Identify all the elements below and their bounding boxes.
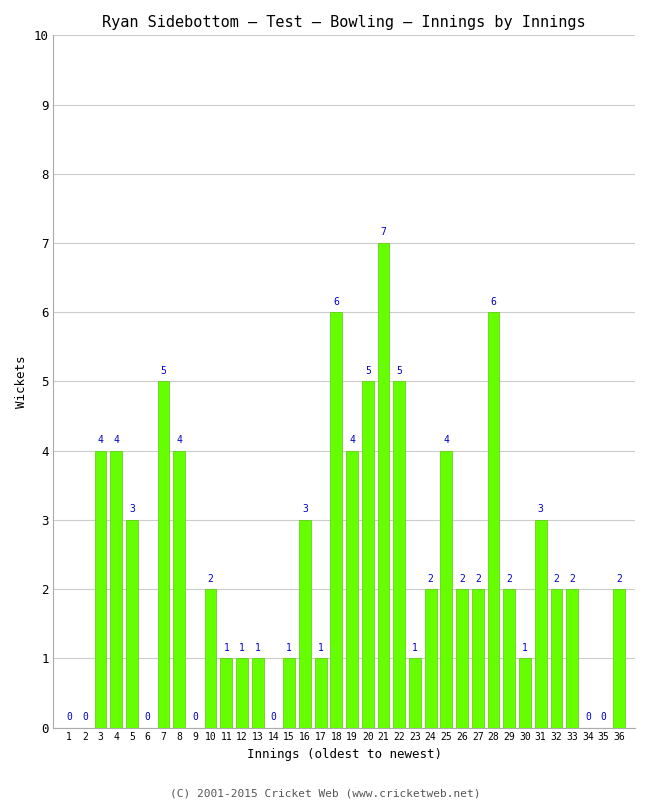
Text: 2: 2 (553, 574, 560, 583)
Bar (174, 450, 185, 727)
Text: 2: 2 (569, 574, 575, 583)
Bar (236, 658, 248, 727)
Text: 6: 6 (491, 297, 497, 306)
Text: 4: 4 (349, 435, 355, 445)
Text: 2: 2 (616, 574, 622, 583)
Bar (456, 589, 468, 727)
Text: 5: 5 (365, 366, 370, 376)
Text: 1: 1 (255, 643, 261, 653)
Text: 0: 0 (270, 712, 276, 722)
Bar (488, 312, 499, 727)
Bar (95, 450, 107, 727)
Title: Ryan Sidebottom – Test – Bowling – Innings by Innings: Ryan Sidebottom – Test – Bowling – Innin… (103, 15, 586, 30)
Bar (424, 589, 437, 727)
Text: 2: 2 (207, 574, 214, 583)
Text: 2: 2 (506, 574, 512, 583)
Text: 6: 6 (333, 297, 339, 306)
Text: 5: 5 (161, 366, 166, 376)
Bar (126, 520, 138, 727)
Text: 0: 0 (585, 712, 591, 722)
Bar (330, 312, 343, 727)
Bar (299, 520, 311, 727)
Bar (362, 382, 374, 727)
Bar (157, 382, 170, 727)
Text: 0: 0 (66, 712, 72, 722)
Text: 5: 5 (396, 366, 402, 376)
Bar (503, 589, 515, 727)
Text: 1: 1 (412, 643, 418, 653)
Bar (205, 589, 216, 727)
Bar (535, 520, 547, 727)
Text: 7: 7 (380, 227, 387, 238)
Bar (614, 589, 625, 727)
Bar (409, 658, 421, 727)
Bar (111, 450, 122, 727)
Bar (519, 658, 531, 727)
Text: 3: 3 (129, 504, 135, 514)
Text: 2: 2 (459, 574, 465, 583)
Text: 1: 1 (239, 643, 245, 653)
Bar (393, 382, 405, 727)
Y-axis label: Wickets: Wickets (15, 355, 28, 408)
Text: 1: 1 (286, 643, 292, 653)
Text: 0: 0 (192, 712, 198, 722)
Bar (283, 658, 295, 727)
Bar (220, 658, 232, 727)
Bar (252, 658, 264, 727)
Text: 0: 0 (145, 712, 151, 722)
Text: 2: 2 (475, 574, 481, 583)
Text: 0: 0 (82, 712, 88, 722)
Bar (551, 589, 562, 727)
Text: 1: 1 (224, 643, 229, 653)
Text: (C) 2001-2015 Cricket Web (www.cricketweb.net): (C) 2001-2015 Cricket Web (www.cricketwe… (170, 788, 480, 798)
Text: 3: 3 (302, 504, 308, 514)
X-axis label: Innings (oldest to newest): Innings (oldest to newest) (247, 748, 442, 761)
Bar (346, 450, 358, 727)
Text: 3: 3 (538, 504, 543, 514)
Text: 4: 4 (443, 435, 449, 445)
Text: 1: 1 (318, 643, 324, 653)
Bar (566, 589, 578, 727)
Bar (315, 658, 326, 727)
Bar (441, 450, 452, 727)
Bar (472, 589, 484, 727)
Text: 2: 2 (428, 574, 434, 583)
Bar (378, 243, 389, 727)
Text: 1: 1 (522, 643, 528, 653)
Text: 4: 4 (98, 435, 103, 445)
Text: 4: 4 (176, 435, 182, 445)
Text: 0: 0 (601, 712, 606, 722)
Text: 4: 4 (113, 435, 119, 445)
